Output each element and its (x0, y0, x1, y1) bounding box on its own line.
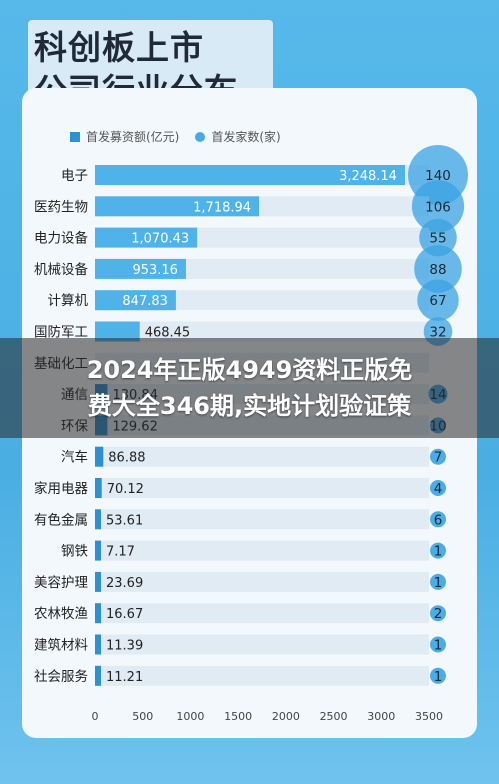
bar-value-label: 1,718.94 (193, 200, 251, 215)
category-label: 农林牧渔 (34, 606, 88, 622)
bar (95, 571, 101, 592)
category-label: 医药生物 (34, 199, 88, 215)
bar-track (95, 321, 429, 342)
count-label: 2 (434, 606, 443, 622)
count-bubble (430, 573, 446, 590)
bar (95, 665, 101, 686)
category-label: 汽车 (61, 449, 88, 466)
bar-value-label: 3,248.14 (339, 169, 397, 184)
count-bubble (430, 448, 446, 465)
bar-track (95, 509, 429, 530)
x-tick-label: 2500 (320, 710, 348, 723)
count-label: 1 (434, 575, 443, 591)
category-label: 家用电器 (34, 480, 88, 497)
count-bubble (414, 245, 462, 293)
x-tick-label: 1000 (176, 710, 204, 723)
bar (95, 165, 405, 185)
category-label: 国防军工 (34, 325, 88, 341)
count-label: 32 (429, 325, 446, 341)
category-label: 电力设备 (34, 230, 88, 247)
legend-amount-swatch (70, 131, 80, 142)
count-label: 6 (434, 512, 443, 528)
watermark-text: 2024年正版4949资料正版免 费大全346期,实地计划验证策 (0, 352, 499, 424)
bar-value-label: 1,070.43 (131, 232, 189, 247)
bar (95, 290, 176, 311)
bar (95, 227, 198, 248)
legend: 首发募资额(亿元) 首发家数(家) (70, 128, 281, 145)
bar-value-label: 70.12 (107, 482, 144, 497)
count-bubble (419, 218, 457, 257)
count-label: 7 (434, 450, 443, 466)
count-label: 1 (434, 669, 443, 685)
bar-value-label: 11.21 (106, 670, 143, 685)
title-line-1: 科创板上市 (34, 28, 204, 67)
legend-count-label: 首发家数(家) (211, 130, 281, 144)
category-label: 建筑材料 (34, 638, 88, 654)
count-label: 1 (434, 638, 443, 654)
bar-track (95, 665, 429, 686)
bar-value-label: 23.69 (106, 576, 143, 591)
count-bubble (430, 511, 446, 528)
category-label: 电子 (61, 168, 88, 184)
bar-track (95, 603, 429, 624)
watermark-overlay (0, 338, 499, 438)
watermark-line-2: 费大全346期,实地计划验证策 (87, 392, 412, 420)
bar-value-label: 16.67 (106, 607, 143, 622)
bar-track (95, 634, 429, 655)
count-bubble (430, 480, 446, 496)
x-tick-label: 1500 (224, 710, 252, 723)
bar-value-label: 847.83 (122, 294, 168, 309)
bar-value-label: 86.88 (108, 451, 145, 466)
bar-value-label: 953.16 (132, 263, 178, 278)
category-label: 美容护理 (34, 574, 88, 591)
count-label: 67 (429, 293, 446, 309)
count-bubble (430, 636, 446, 653)
x-tick-label: 3500 (415, 710, 443, 723)
bar-track (95, 446, 429, 467)
x-tick-label: 3000 (367, 710, 395, 723)
bar (95, 196, 260, 217)
count-label: 55 (429, 231, 446, 247)
bar (95, 603, 101, 624)
count-bubble (417, 279, 459, 321)
count-label: 4 (434, 481, 443, 497)
count-label: 1 (434, 544, 443, 560)
legend-count-swatch (195, 131, 206, 142)
legend-amount-label: 首发募资额(亿元) (86, 130, 180, 144)
bar-value-label: 7.17 (106, 545, 135, 560)
bar-value-label: 53.61 (106, 513, 143, 528)
x-tick-label: 500 (132, 710, 153, 723)
x-tick-label: 2000 (272, 710, 300, 723)
bar (95, 446, 104, 467)
bar-value-label: 468.45 (145, 326, 191, 341)
bar (95, 540, 101, 561)
bar-track (95, 540, 429, 561)
watermark-line-1: 2024年正版4949资料正版免 (86, 356, 413, 384)
bar-value-label: 11.39 (106, 639, 143, 654)
category-label: 钢铁 (61, 544, 88, 560)
bar (95, 478, 102, 498)
category-label: 计算机 (48, 293, 89, 309)
count-label: 140 (425, 168, 451, 184)
bar (95, 258, 186, 279)
x-tick-label: 0 (92, 710, 99, 723)
count-bubble (430, 542, 446, 559)
category-label: 机械设备 (34, 261, 88, 278)
bar (95, 321, 140, 342)
count-label: 106 (425, 199, 451, 215)
count-bubble (430, 667, 446, 684)
bar (95, 509, 101, 530)
count-label: 88 (429, 262, 446, 278)
category-label: 社会服务 (34, 669, 88, 685)
count-bubble (411, 180, 465, 233)
category-label: 有色金属 (34, 511, 88, 528)
bar (95, 634, 101, 655)
bar-track (95, 290, 429, 311)
count-bubble (430, 605, 446, 622)
bar-track (95, 478, 429, 498)
bar-track (95, 571, 429, 592)
